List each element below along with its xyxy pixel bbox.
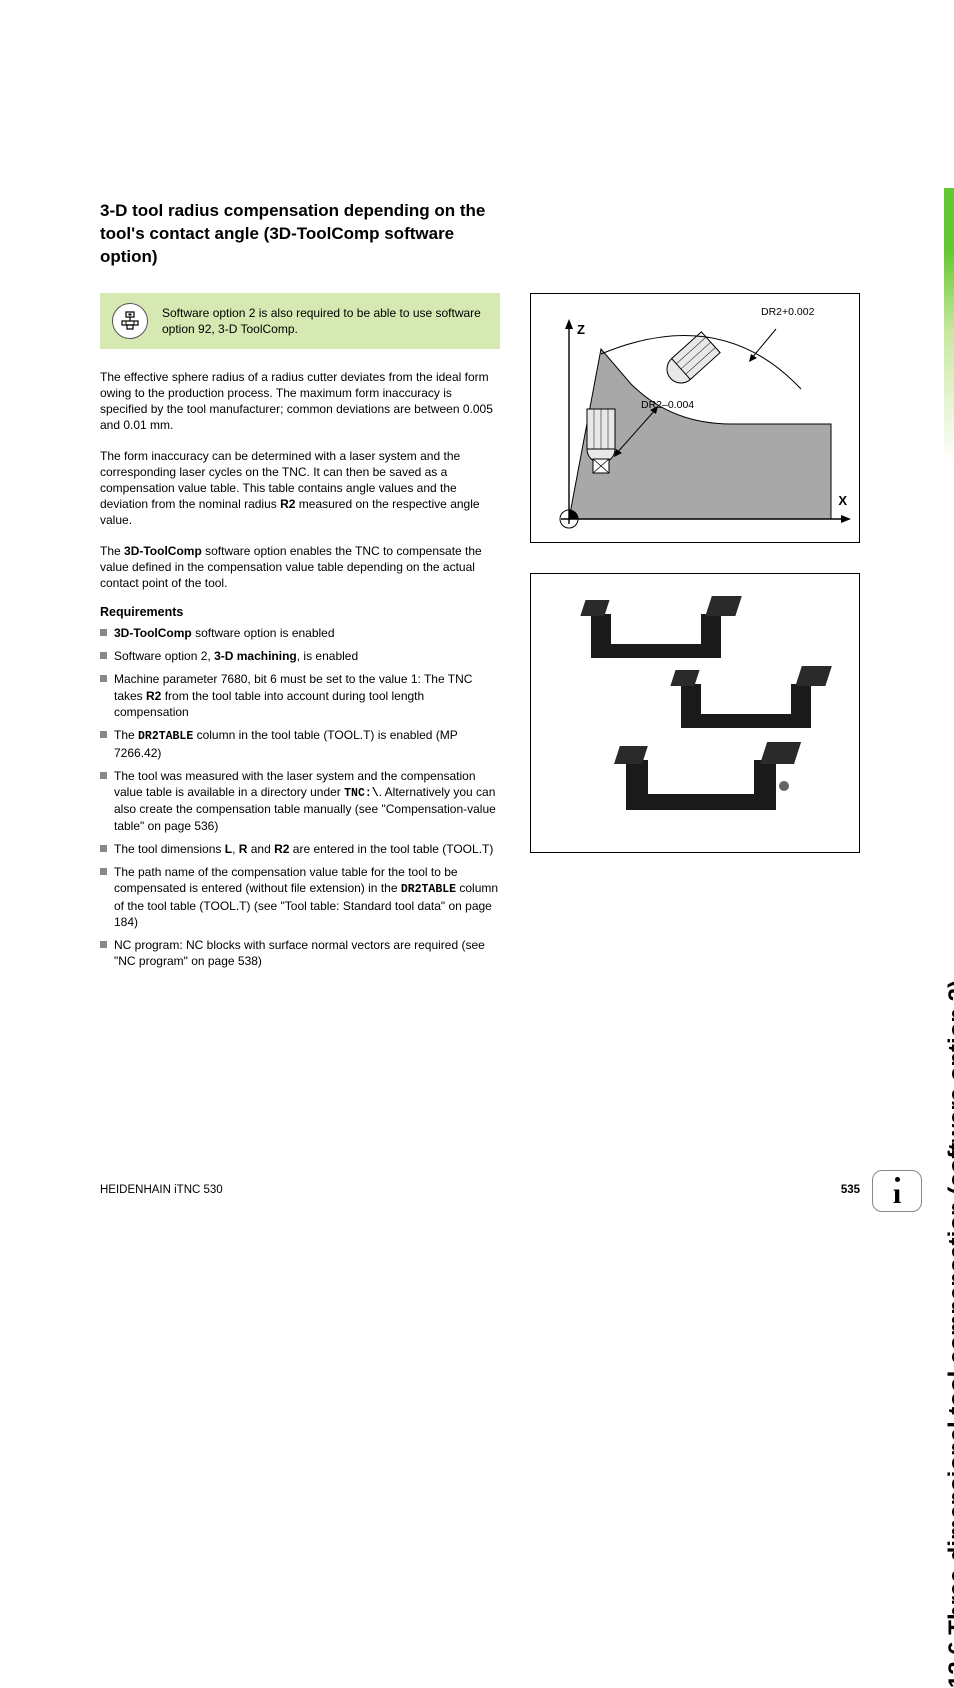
req6-R2: R2: [274, 842, 289, 856]
paragraph-2: The form inaccuracy can be determined wi…: [100, 448, 500, 529]
requirements-heading: Requirements: [100, 605, 500, 619]
req-item-8: NC program: NC blocks with surface norma…: [100, 937, 500, 969]
para2-r2: R2: [280, 497, 295, 511]
req-item-1: 3D-ToolComp software option is enabled: [100, 625, 500, 641]
req5-mono: TNC:\: [344, 787, 379, 800]
req6-a: The tool dimensions: [114, 842, 225, 856]
paragraph-1: The effective sphere radius of a radius …: [100, 369, 500, 434]
paragraph-3: The 3D-ToolComp software option enables …: [100, 543, 500, 592]
req7-mono: DR2TABLE: [401, 883, 456, 896]
page-footer: HEIDENHAIN iTNC 530 535: [100, 1184, 860, 1196]
req4-a: The: [114, 728, 138, 742]
side-tab: 12.6 Three-dimensional tool compensation…: [906, 188, 954, 980]
req6-b: are entered in the tool table (TOOL.T): [289, 842, 493, 856]
req-item-7: The path name of the compensation value …: [100, 864, 500, 930]
req6-s2: and: [247, 842, 274, 856]
diagram-dr2-plus: DR2+0.002: [761, 306, 814, 318]
req-item-2: Software option 2, 3-D machining, is ena…: [100, 648, 500, 664]
req-item-4: The DR2TABLE column in the tool table (T…: [100, 727, 500, 761]
footer-page-number: 535: [841, 1184, 860, 1196]
req1-bold: 3D-ToolComp: [114, 626, 192, 640]
left-column: Software option 2 is also required to be…: [100, 293, 500, 977]
note-box: Software option 2 is also required to be…: [100, 293, 500, 349]
para3-bold: 3D-ToolComp: [124, 544, 202, 558]
side-section-title: 12.6 Three-dimensional tool compensation…: [944, 980, 954, 1688]
req6-L: L: [225, 842, 232, 856]
page-heading: 3-D tool radius compensation depending o…: [100, 200, 500, 269]
req3-r2: R2: [146, 689, 161, 703]
laser-system-photo: [530, 573, 860, 853]
diagram-x-label: X: [838, 493, 847, 508]
side-accent-bar: [944, 188, 954, 980]
note-text: Software option 2 is also required to be…: [162, 305, 488, 337]
req3-b: from the tool table into account during …: [114, 689, 424, 719]
req4-mono: DR2TABLE: [138, 730, 193, 743]
req-item-6: The tool dimensions L, R and R2 are ente…: [100, 841, 500, 857]
para3-a: The: [100, 544, 124, 558]
info-icon: ı: [872, 1170, 922, 1212]
req-item-3: Machine parameter 7680, bit 6 must be se…: [100, 671, 500, 720]
page-content: 3-D tool radius compensation depending o…: [100, 200, 860, 976]
diagram-dr2-minus: DR2–0.004: [641, 399, 694, 411]
req2-bold: 3-D machining: [214, 649, 297, 663]
req2-b: , is enabled: [297, 649, 358, 663]
req1-rest: software option is enabled: [192, 626, 335, 640]
tool-diagram: Z X DR2+0.002 DR2–0.004: [530, 293, 860, 543]
right-column: Z X DR2+0.002 DR2–0.004: [530, 293, 860, 977]
req-item-5: The tool was measured with the laser sys…: [100, 768, 500, 834]
req6-s1: ,: [232, 842, 239, 856]
footer-product: HEIDENHAIN iTNC 530: [100, 1184, 223, 1196]
req2-a: Software option 2,: [114, 649, 214, 663]
diagram-z-label: Z: [577, 322, 585, 337]
machine-icon: [112, 303, 148, 339]
requirements-list: 3D-ToolComp software option is enabled S…: [100, 625, 500, 969]
